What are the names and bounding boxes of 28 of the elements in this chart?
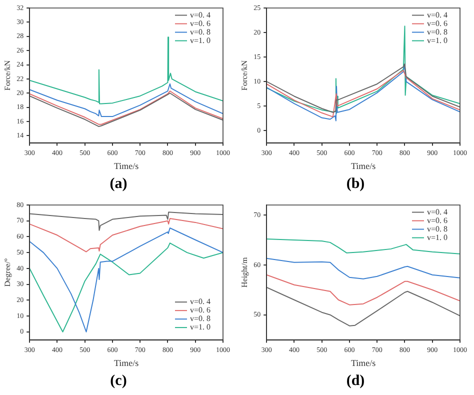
legend-label: v=1. 0 [190,322,211,332]
legend-label: v=0. 4 [190,297,211,306]
legend-label: v=0. 8 [190,314,211,324]
y-axis-title: Height/m [240,256,249,288]
legend-label: v=0. 8 [427,27,448,36]
legend-label: v=1. 0 [427,232,448,242]
legend-label: v=0. 6 [427,18,448,28]
legend-label: v=0. 4 [190,10,211,20]
legend-label: v=0. 4 [427,207,448,216]
x-axis-title: Time/s [114,160,140,171]
y-axis-title: Force/kN [240,60,249,91]
text: (c) [109,372,128,391]
legend-label: v=0. 8 [190,27,211,36]
legend-label: v=0. 6 [190,18,211,28]
legend-label: v=1. 0 [190,36,211,45]
y-axis-title: Degree/° [2,258,12,287]
x-axis-title: Time/s [114,358,140,368]
y-axis-title: Force/kN [2,60,12,91]
legend-label: v=0. 6 [190,306,211,315]
text: (b) [345,175,366,194]
text: (d) [345,372,366,391]
text: (a) [108,175,128,194]
legend-label: v=1. 0 [427,36,448,45]
x-axis-title: Time/s [350,160,376,171]
legend-label: v=0. 4 [427,10,448,20]
legend-label: v=0. 8 [427,224,448,234]
legend-label: v=0. 6 [427,216,448,225]
x-axis-title: Time/s [350,358,376,368]
